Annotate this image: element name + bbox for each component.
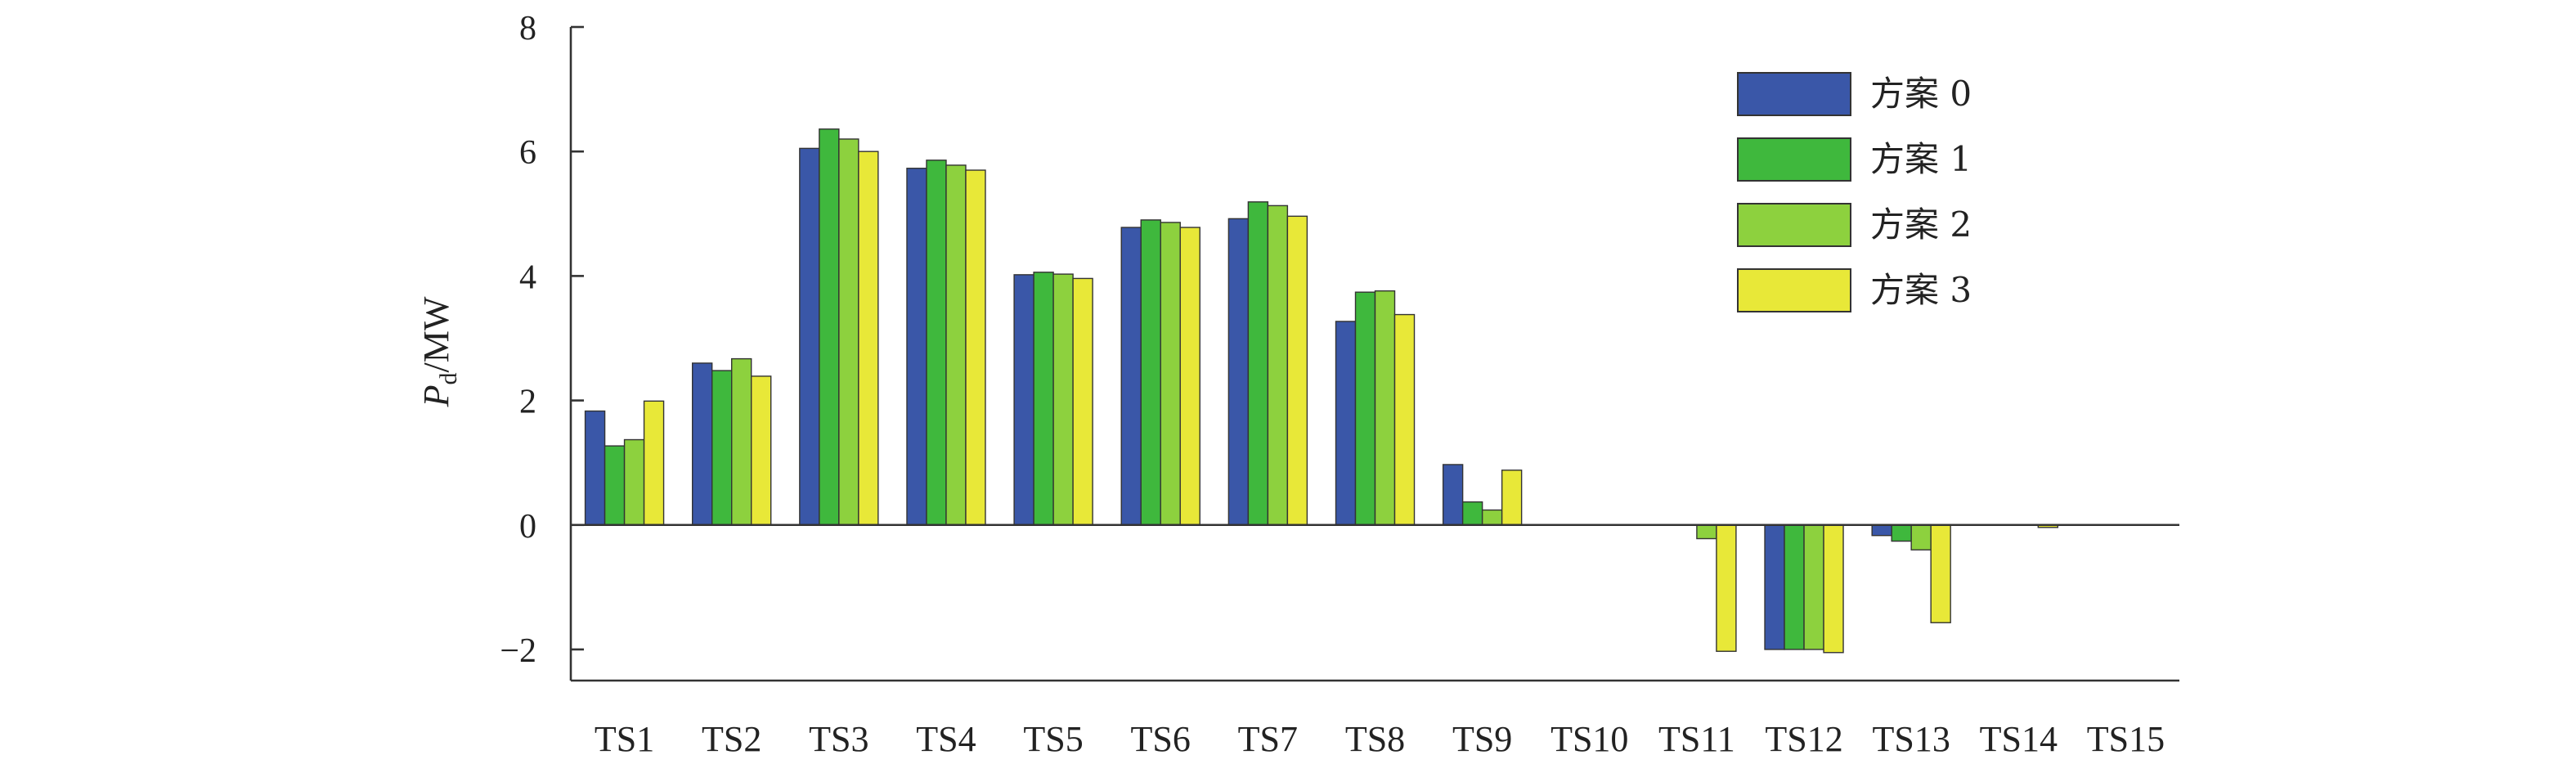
bar-ts2-series-2 xyxy=(731,357,752,526)
bar-ts2-series-0 xyxy=(692,362,713,526)
bar-ts3-series-3 xyxy=(858,151,879,526)
bar-ts2-series-3 xyxy=(751,375,772,526)
y-axis-label-unit: /MW xyxy=(416,296,456,372)
bar-ts12-series-3 xyxy=(1823,524,1844,654)
bar-ts11-series-3 xyxy=(1716,524,1737,652)
bar-ts5-series-1 xyxy=(1033,272,1054,526)
bar-ts13-series-0 xyxy=(1871,524,1892,537)
bar-ts8-series-1 xyxy=(1354,291,1376,526)
y-tick-label: 6 xyxy=(519,134,536,172)
x-category-label: TS8 xyxy=(1345,719,1405,759)
y-tick-label: 4 xyxy=(519,258,536,296)
bar-ts7-series-0 xyxy=(1227,218,1250,526)
bar-ts12-series-0 xyxy=(1764,524,1785,650)
bar-ts8-series-0 xyxy=(1335,321,1357,526)
bar-ts12-series-2 xyxy=(1803,524,1824,650)
bar-ts12-series-1 xyxy=(1784,524,1805,650)
bar-ts6-series-0 xyxy=(1120,227,1142,526)
x-category-label: TS7 xyxy=(1238,719,1298,759)
bar-ts1-series-3 xyxy=(643,400,665,526)
legend-swatch xyxy=(1737,72,1851,116)
category-labels: TS1 TS2 TS3 TS4 TS5 TS6 TS7 TS8 TS9 TS10 TS11 TS12 T… xyxy=(595,719,2165,759)
bar-ts5-series-2 xyxy=(1052,273,1074,526)
y-tick-label: 2 xyxy=(519,384,536,421)
bar-ts6-series-3 xyxy=(1179,227,1200,526)
bar-ts13-series-2 xyxy=(1910,524,1932,551)
bar-ts9-series-0 xyxy=(1442,464,1464,526)
bar-ts3-series-1 xyxy=(819,128,840,526)
bar-ts7-series-2 xyxy=(1267,204,1289,526)
bar-ts7-series-3 xyxy=(1286,215,1308,526)
bar-ts3-series-0 xyxy=(799,147,820,526)
x-category-label: TS10 xyxy=(1551,719,1628,759)
bar-ts13-series-1 xyxy=(1891,524,1912,542)
x-category-label: TS5 xyxy=(1023,719,1083,759)
bar-ts1-series-0 xyxy=(584,410,606,526)
x-category-label: TS13 xyxy=(1872,719,1950,759)
axes-group: −2 0 2 4 6 8 xyxy=(500,10,2179,682)
x-category-label: TS6 xyxy=(1131,719,1191,759)
y-axis-label-main: P xyxy=(416,385,456,408)
bar-ts13-series-3 xyxy=(1930,524,1951,623)
bars-group xyxy=(584,128,2059,654)
x-category-label: TS3 xyxy=(809,719,868,759)
bar-ts11-series-2 xyxy=(1696,524,1717,540)
bar-ts3-series-2 xyxy=(838,138,859,526)
y-tick-label: 0 xyxy=(519,508,536,546)
legend-label: 方案 0 xyxy=(1870,74,1972,114)
bar-ts6-series-1 xyxy=(1140,219,1161,526)
bar-ts4-series-1 xyxy=(926,160,947,526)
x-category-label: TS2 xyxy=(702,719,761,759)
x-category-label: TS15 xyxy=(2087,719,2165,759)
bar-ts8-series-3 xyxy=(1393,313,1416,526)
bar-ts1-series-1 xyxy=(604,445,626,526)
y-ticks: −2 0 2 4 6 8 xyxy=(500,10,584,670)
y-axis-label-sub: d xyxy=(435,373,462,385)
bar-ts6-series-2 xyxy=(1160,222,1181,526)
bar-ts4-series-3 xyxy=(965,169,986,526)
bar-ts5-series-3 xyxy=(1072,277,1093,526)
bar-ts8-series-2 xyxy=(1374,290,1396,526)
x-category-label: TS14 xyxy=(1980,719,2058,759)
legend: 方案 0 方案 1 方案 2 方案 3 xyxy=(1737,72,1972,312)
legend-swatch xyxy=(1737,203,1851,247)
bar-ts2-series-1 xyxy=(711,370,733,526)
bar-ts7-series-1 xyxy=(1247,201,1269,526)
bar-ts9-series-3 xyxy=(1501,470,1523,526)
bar-ts4-series-0 xyxy=(906,168,927,526)
x-category-label: TS1 xyxy=(595,719,654,759)
bar-ts1-series-2 xyxy=(623,438,645,526)
y-tick-label: −2 xyxy=(500,632,536,670)
legend-swatch xyxy=(1737,268,1851,312)
bar-ts9-series-2 xyxy=(1481,509,1503,526)
legend-label: 方案 3 xyxy=(1870,270,1972,310)
x-category-label: TS12 xyxy=(1765,719,1842,759)
x-category-label: TS9 xyxy=(1452,719,1512,759)
x-category-label: TS11 xyxy=(1658,719,1735,759)
bar-ts5-series-0 xyxy=(1013,274,1034,526)
legend-label: 方案 1 xyxy=(1870,139,1972,179)
bar-ts9-series-1 xyxy=(1461,501,1483,526)
y-axis-label: Pd/MW xyxy=(416,296,462,407)
legend-label: 方案 2 xyxy=(1870,204,1972,245)
y-tick-label: 8 xyxy=(519,10,536,47)
legend-swatch xyxy=(1737,137,1851,182)
x-category-label: TS4 xyxy=(916,719,976,759)
bar-ts4-series-2 xyxy=(945,164,967,526)
